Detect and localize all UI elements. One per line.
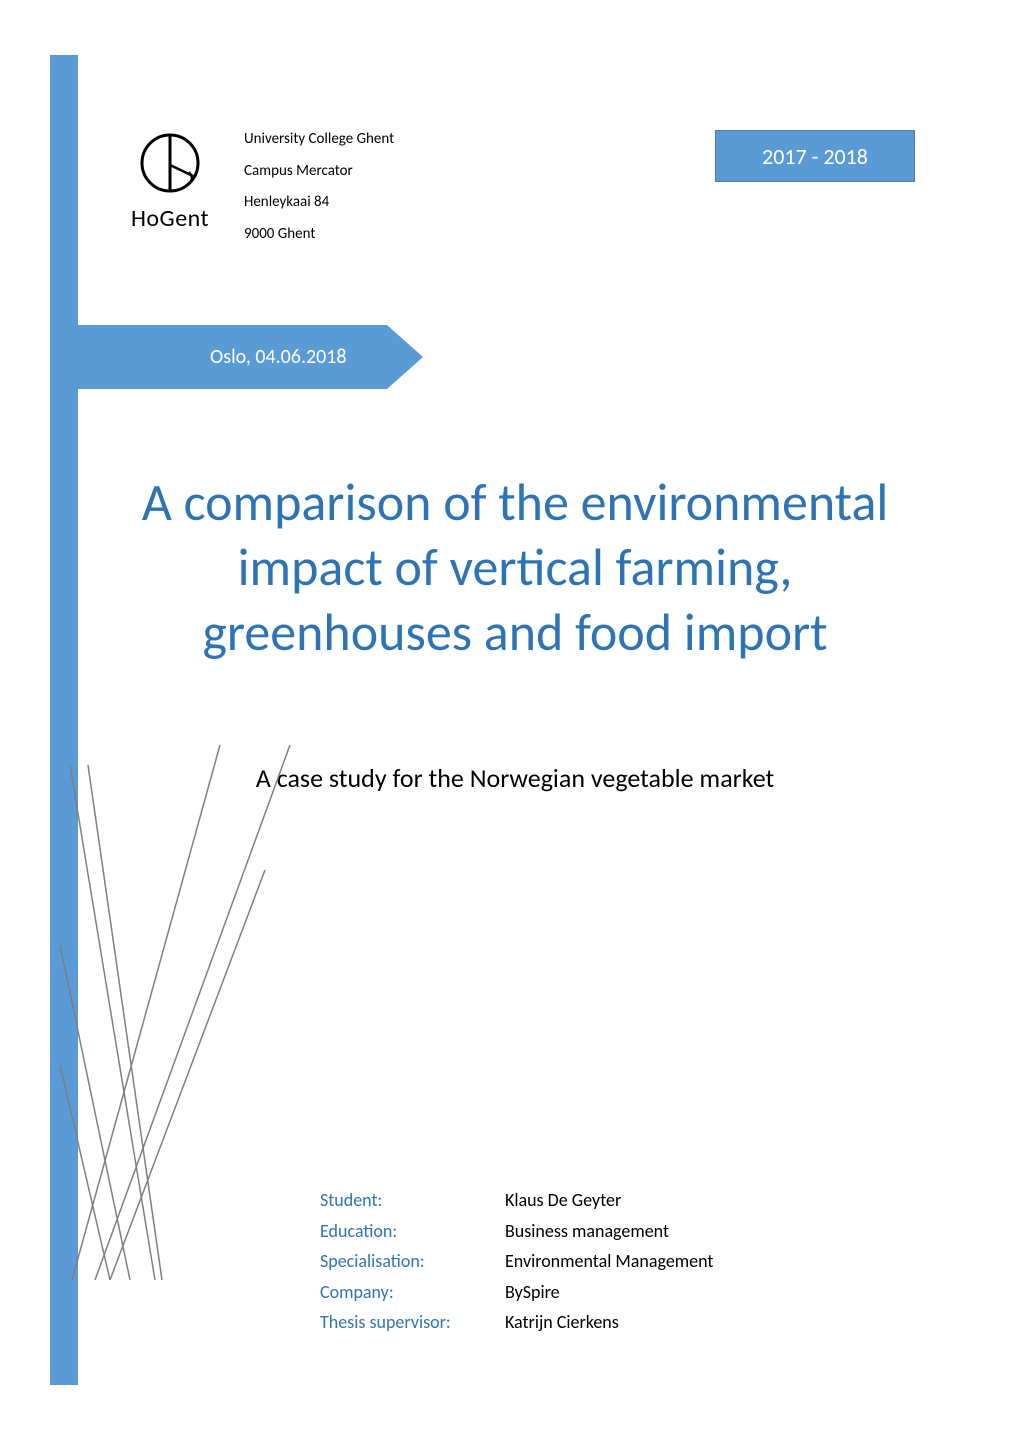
logo-container: HoGent: [115, 115, 225, 245]
info-value-company: BySpire: [505, 1277, 560, 1308]
decorative-lines-icon: [60, 725, 360, 1285]
hogent-logo-icon: [135, 128, 205, 198]
subtitle: A case study for the Norwegian vegetable…: [120, 762, 910, 794]
date-location-text: Oslo, 04.06.2018: [210, 345, 347, 369]
info-row: Specialisation: Environmental Management: [320, 1246, 713, 1277]
university-line-2: Campus Mercator: [244, 156, 394, 188]
info-label-specialisation: Specialisation:: [320, 1246, 505, 1277]
info-value-student: Klaus De Geyter: [505, 1185, 621, 1216]
info-value-specialisation: Environmental Management: [505, 1246, 713, 1277]
chevron-right-icon: [387, 325, 423, 389]
info-row: Thesis supervisor: Katrijn Cierkens: [320, 1307, 713, 1338]
info-label-company: Company:: [320, 1277, 505, 1308]
info-row: Student: Klaus De Geyter: [320, 1185, 713, 1216]
info-label-education: Education:: [320, 1216, 505, 1247]
info-table: Student: Klaus De Geyter Education: Busi…: [320, 1185, 713, 1338]
info-label-supervisor: Thesis supervisor:: [320, 1307, 505, 1338]
year-range-box: 2017 - 2018: [715, 130, 915, 182]
date-banner-body: Oslo, 04.06.2018: [50, 325, 387, 389]
info-row: Company: BySpire: [320, 1277, 713, 1308]
info-value-supervisor: Katrijn Cierkens: [505, 1307, 619, 1338]
university-line-4: 9000 Ghent: [244, 219, 394, 251]
year-range-text: 2017 - 2018: [762, 143, 868, 170]
left-accent-bar: [50, 55, 78, 1385]
university-info-block: University College Ghent Campus Mercator…: [244, 124, 394, 250]
university-line-1: University College Ghent: [244, 124, 394, 156]
info-row: Education: Business management: [320, 1216, 713, 1247]
info-value-education: Business management: [505, 1216, 669, 1247]
info-label-student: Student:: [320, 1185, 505, 1216]
main-title: A comparison of the environmental impact…: [120, 470, 910, 665]
university-line-3: Henleykaai 84: [244, 187, 394, 219]
date-banner: Oslo, 04.06.2018: [50, 325, 423, 389]
logo-text: HoGent: [131, 204, 209, 233]
